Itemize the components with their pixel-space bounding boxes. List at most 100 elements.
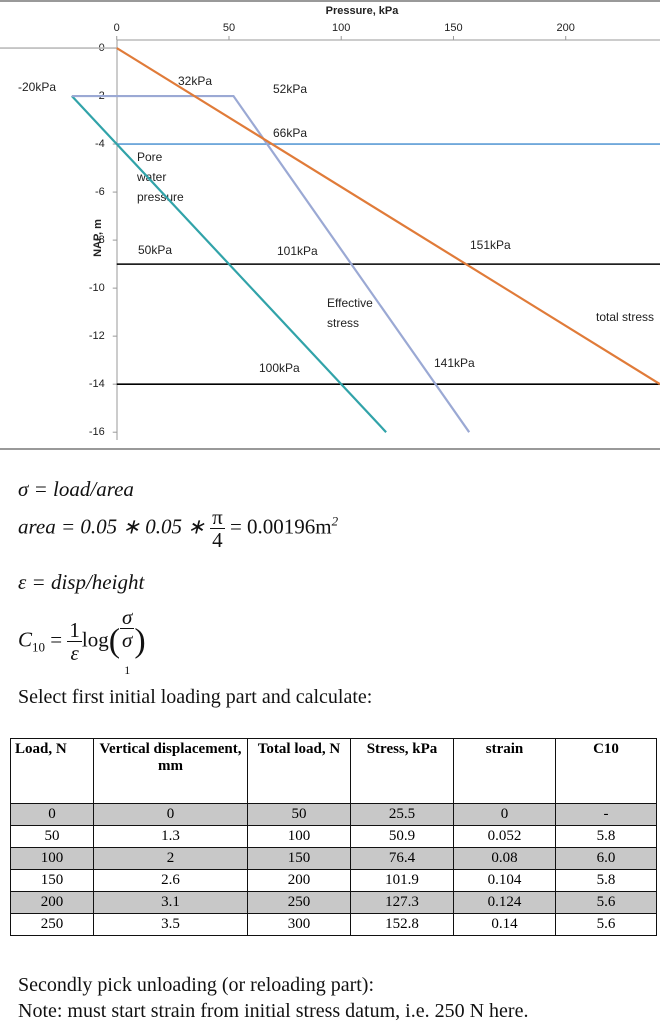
formula-part: σ (122, 628, 133, 653)
table-cell: 0 (10, 803, 94, 826)
stress-line (71, 94, 471, 433)
table-cell: 3.5 (93, 913, 248, 936)
table-cell: 2.6 (93, 869, 248, 892)
table-cell: 152.8 (350, 913, 454, 936)
table-row: 250 3.5 300 152.8 0.14 5.6 (10, 913, 657, 936)
annotation: -20kPa (18, 80, 56, 94)
annotation: 100kPa (259, 361, 300, 375)
numerator: σ (120, 605, 135, 630)
annotation: total stress (596, 310, 654, 324)
numerator: 1 (67, 617, 82, 642)
table-cell: 250 (247, 891, 351, 914)
table-cell: 0.08 (453, 847, 556, 870)
table-cell: 0 (453, 803, 556, 826)
table-cell: 250 (10, 913, 94, 936)
x-tick-label: 50 (223, 22, 235, 34)
header-cell: Total load, N (247, 738, 351, 804)
superscript: 2 (331, 513, 339, 529)
annotation: 101kPa (277, 244, 318, 258)
table-cell: 5.6 (555, 891, 657, 914)
table-row: 0 0 50 25.5 0- (10, 803, 657, 826)
table-cell: 0.052 (453, 825, 556, 848)
annotation: pressure (137, 190, 184, 204)
table-cell: 50 (10, 825, 94, 848)
table-cell: 0.124 (453, 891, 556, 914)
table-row: 200 3.1 250 127.3 0.124 5.6 (10, 891, 657, 914)
table-cell: 300 (247, 913, 351, 936)
table-cell: 0.104 (453, 869, 556, 892)
header-cell: Load, N (10, 738, 94, 804)
x-tick-label: 200 (557, 22, 575, 34)
chart: Pressure, kPa NAP, m -20kPa 32kPa 52kPa … (0, 0, 660, 450)
y-tick-label: -8 (95, 234, 105, 246)
table-cell: - (555, 803, 657, 826)
header-cell: C10 (555, 738, 657, 804)
denominator: 4 (212, 528, 223, 553)
denominator: ε (70, 640, 79, 665)
table-cell: 1.3 (93, 825, 248, 848)
table-cell: 5.8 (555, 825, 657, 848)
table-cell: 25.5 (350, 803, 454, 826)
y-tick-label: -6 (95, 186, 105, 198)
note: Note: must start strain from initial str… (18, 1000, 529, 1022)
annotation: stress (327, 316, 359, 330)
y-tick-label: -10 (89, 282, 105, 294)
table-cell: 0 (93, 803, 248, 826)
table-cell: 50.9 (350, 825, 454, 848)
formula: σ = load/area (18, 477, 134, 501)
annotation: 32kPa (178, 74, 212, 88)
y-tick-label: -4 (95, 138, 105, 150)
y-tick-label: -16 (89, 426, 105, 438)
annotation: 52kPa (273, 82, 307, 96)
formula-part: = (50, 627, 63, 652)
table-cell: 2 (93, 847, 248, 870)
annotation: 141kPa (434, 356, 475, 370)
header-cell: Stress, kPa (350, 738, 454, 804)
y-tick-label: -14 (89, 378, 105, 390)
table-cell: 5.6 (555, 913, 657, 936)
x-tick-label: 100 (332, 22, 350, 34)
table-cell: 101.9 (350, 869, 454, 892)
instruction: Select first initial loading part and ca… (18, 686, 373, 708)
table-cell: 200 (247, 869, 351, 892)
table-cell: 6.0 (555, 847, 657, 870)
table-row: 150 2.6 200 101.9 0.104 5.8 (10, 869, 657, 892)
note: Secondly pick unloading (or reloading pa… (18, 974, 375, 996)
table-cell: 0.14 (453, 913, 556, 936)
formula-part: area = 0.05 ∗ 0.05 ∗ (18, 514, 205, 539)
annotation: 66kPa (273, 126, 307, 140)
x-tick-label: 150 (444, 22, 462, 34)
table-cell: 3.1 (93, 891, 248, 914)
table-row: 100 2 150 76.4 0.08 6.0 (10, 847, 657, 870)
table-cell: 150 (10, 869, 94, 892)
table-cell: 76.4 (350, 847, 454, 870)
annotation: 151kPa (470, 238, 511, 252)
annotation: Effective (327, 296, 373, 310)
stress-line (71, 95, 387, 433)
table-cell: 150 (247, 847, 351, 870)
table-cell: 100 (247, 825, 351, 848)
y-axis-title: NAP, m (92, 219, 104, 257)
stress-line (116, 47, 660, 386)
formula-part: = 0.00196m (229, 514, 332, 539)
results-table: Load, N Vertical displacement, mm Total lo… (10, 738, 657, 936)
formula: ε = disp/height (18, 570, 145, 594)
header-row: Load, N Vertical displacement, mm Total lo… (10, 738, 657, 804)
table-cell: 5.8 (555, 869, 657, 892)
table-cell: 100 (10, 847, 94, 870)
y-tick-label: -12 (89, 330, 105, 342)
header-cell: strain (453, 738, 556, 804)
table-cell: 200 (10, 891, 94, 914)
x-axis-title: Pressure, kPa (326, 5, 400, 17)
annotation: Pore (137, 150, 163, 164)
formula-part: log (81, 627, 109, 652)
subscript: 10 (32, 639, 46, 655)
table-body: 0 0 50 25.5 0-50 1.3 100 50.9 0.052 5.8 100 2 150 76.… (10, 803, 657, 936)
header-cell: Vertical displacement, mm (93, 738, 248, 804)
